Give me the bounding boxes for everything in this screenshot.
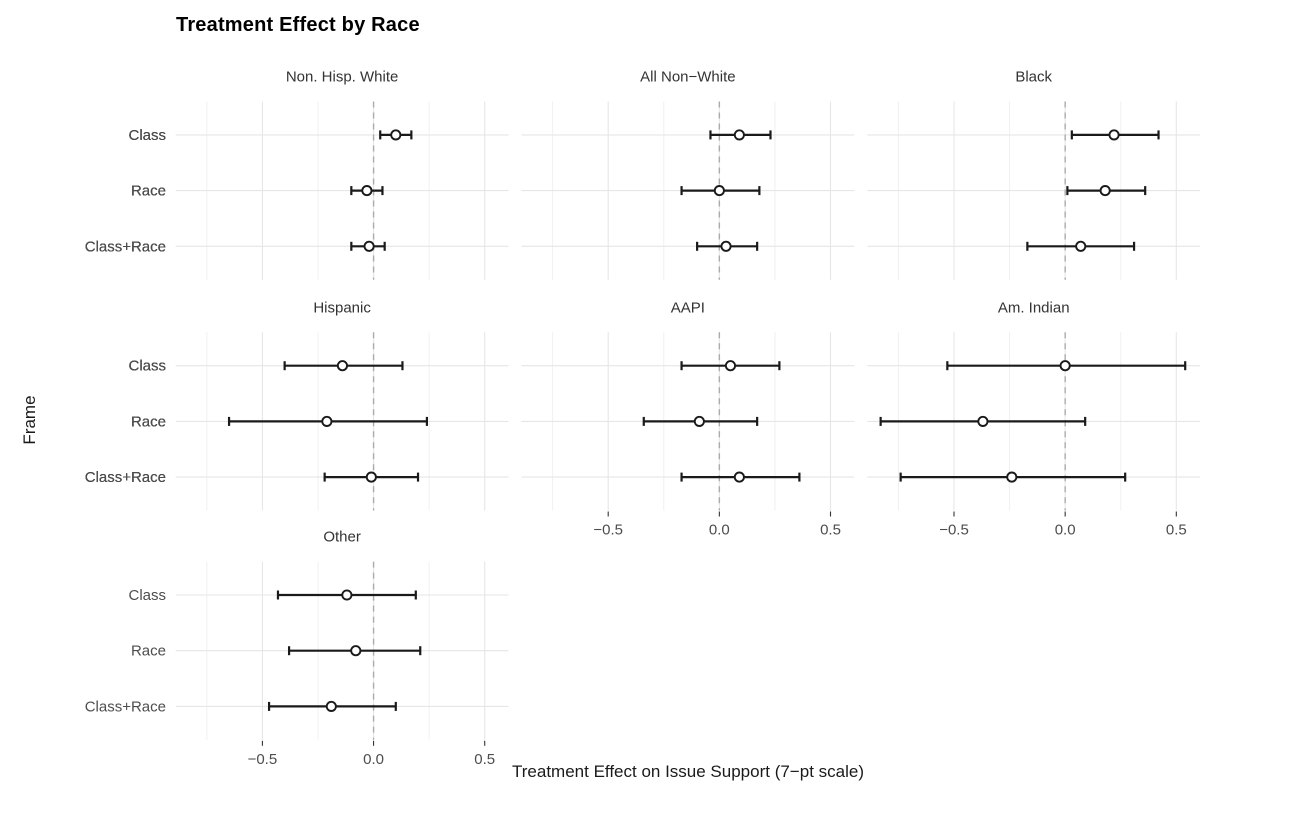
- y-tick-label: Race: [131, 413, 166, 430]
- point-marker: [1099, 185, 1111, 197]
- point-marker: [1059, 360, 1071, 372]
- point-marker: [977, 415, 989, 427]
- y-tick-label: Class: [128, 358, 166, 375]
- y-tick-label: Class: [128, 358, 166, 375]
- y-tick-label: Class+Race: [85, 698, 166, 715]
- x-tick-label: 0.0: [363, 751, 384, 768]
- y-tick-label: Class: [128, 127, 166, 144]
- point-marker: [350, 645, 362, 657]
- point-marker: [361, 185, 373, 197]
- point-marker: [325, 700, 337, 712]
- point-marker: [336, 360, 348, 372]
- x-tick-label: 0.5: [474, 751, 495, 768]
- point-marker: [724, 360, 737, 372]
- point-marker: [693, 415, 705, 427]
- x-tick-label: −0.5: [248, 751, 278, 768]
- y-tick-label: Race: [131, 183, 166, 200]
- point-marker: [363, 240, 375, 252]
- y-tick-label: Class+Race: [85, 469, 166, 486]
- y-tick-label: Race: [131, 183, 166, 200]
- x-tick-label: 0.0: [709, 522, 730, 539]
- point-marker: [733, 129, 745, 141]
- y-tick-label: Class: [128, 127, 166, 144]
- x-tick-label: −0.5: [939, 522, 969, 539]
- facet-title: Black: [1015, 69, 1052, 86]
- facet-title: AAPI: [671, 299, 705, 316]
- x-tick-label: 0.5: [1166, 522, 1187, 539]
- y-tick-label: Class+Race: [85, 238, 166, 255]
- chart-title: Treatment Effect by Race: [176, 14, 420, 36]
- point-marker: [1006, 471, 1018, 483]
- point-marker: [321, 415, 333, 427]
- y-tick-label: Class: [128, 587, 166, 604]
- point-marker: [733, 471, 745, 483]
- point-marker: [1075, 240, 1087, 252]
- point-marker: [365, 471, 377, 483]
- facet-title: Non. Hisp. White: [286, 69, 399, 86]
- facet-title: Am. Indian: [998, 299, 1070, 316]
- y-tick-label: Class+Race: [85, 238, 166, 255]
- y-tick-label: Race: [131, 413, 166, 430]
- point-marker: [1108, 129, 1120, 141]
- point-marker: [713, 185, 725, 197]
- x-tick-label: −0.5: [593, 522, 623, 539]
- y-tick-label: Class: [128, 358, 166, 375]
- point-marker: [341, 589, 353, 601]
- facet-title: All Non−White: [640, 69, 735, 86]
- y-tick-label: Race: [131, 183, 166, 200]
- y-tick-label: Race: [131, 413, 166, 430]
- y-tick-label: Class+Race: [85, 469, 166, 486]
- x-tick-label: 0.5: [820, 522, 841, 539]
- y-tick-label: Class+Race: [85, 469, 166, 486]
- facet-title: Other: [323, 529, 361, 546]
- y-tick-label: Class+Race: [85, 238, 166, 255]
- point-marker: [390, 129, 402, 141]
- point-marker: [720, 240, 732, 252]
- facet-title: Hispanic: [313, 299, 371, 316]
- x-axis-title: Treatment Effect on Issue Support (7−pt …: [512, 762, 864, 781]
- x-tick-label: 0.0: [1055, 522, 1076, 539]
- y-tick-label: Race: [131, 643, 166, 660]
- y-tick-label: Class: [128, 127, 166, 144]
